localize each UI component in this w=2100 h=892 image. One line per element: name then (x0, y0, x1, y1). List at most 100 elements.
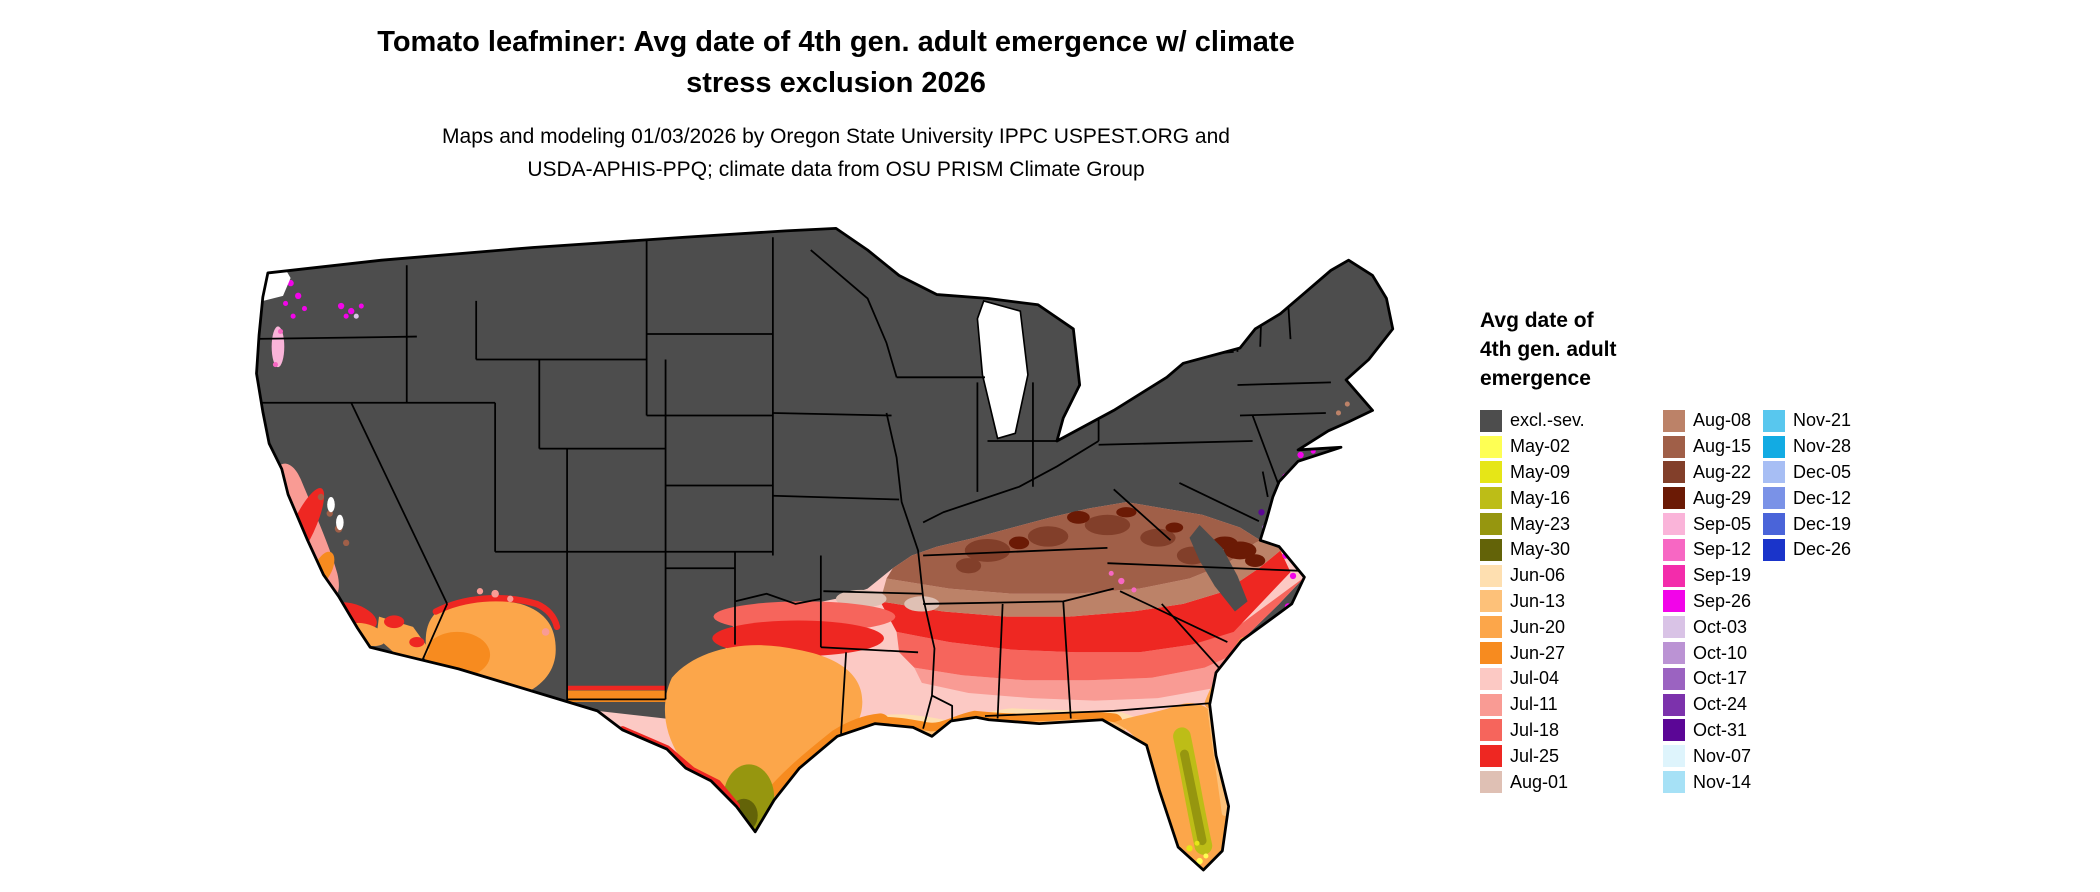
legend-swatch (1480, 409, 1502, 432)
legend-entry: Sep-05 (1663, 511, 1751, 537)
legend-entry: Sep-26 (1663, 589, 1751, 615)
legend-entry-label: May-23 (1510, 513, 1571, 534)
legend-entry-label: Nov-28 (1793, 436, 1852, 457)
legend-swatch (1763, 487, 1785, 510)
legend-entry: May-02 (1480, 434, 1585, 460)
legend-entry: Jul-11 (1480, 692, 1585, 718)
legend-column-3: Nov-21 Nov-28 Dec-05 Dec-12 Dec-19 Dec-26 (1763, 408, 1851, 563)
us-outline (255, 226, 1395, 872)
map-band-jul18 (896, 577, 1305, 681)
legend-entry-label: Sep-05 (1693, 513, 1752, 534)
legend-swatch (1663, 590, 1685, 613)
legend-entry: Jun-27 (1480, 640, 1585, 666)
legend-column-1: excl.-sev. May-02 May-09 May-16 May-23 May-30… (1480, 408, 1585, 795)
map-title: Tomato leafminer: Avg date of 4th gen. a… (230, 22, 1442, 104)
legend-entry: Jul-25 (1480, 743, 1585, 769)
legend-title-line3: emergence (1480, 367, 1591, 390)
legend-entry-label: Aug-29 (1693, 487, 1752, 508)
legend-swatch (1480, 719, 1502, 742)
map-band-jul25 (880, 550, 1291, 653)
map-puget-magenta-specks (283, 279, 364, 319)
legend-entry: Aug-15 (1663, 434, 1751, 460)
legend-swatch (1480, 564, 1502, 587)
legend-swatch (1480, 616, 1502, 639)
legend-entry: Oct-03 (1663, 614, 1751, 640)
map-band-jul11 (914, 657, 1228, 701)
legend-entry: Aug-01 (1480, 769, 1585, 795)
lake-michigan (976, 299, 1029, 440)
legend-entry-label: Sep-19 (1693, 565, 1752, 586)
legend-swatch (1663, 487, 1685, 510)
map-florida-spine-darkolive (1180, 749, 1207, 846)
legend-entry-label: excl.-sev. (1510, 410, 1585, 431)
map-pnw-pink-specks (272, 328, 284, 368)
map-delmarva-darkpurple-speck (1258, 509, 1265, 516)
legend-entry: May-09 (1480, 460, 1585, 486)
legend-entry-label: Jul-18 (1510, 719, 1560, 740)
legend-entry: Dec-26 (1763, 537, 1851, 563)
legend-swatch (1763, 538, 1785, 561)
us-map-svg (255, 226, 1395, 872)
legend-swatch (1480, 745, 1502, 768)
map-willamette-pink (271, 326, 285, 368)
legend-entry: Jun-06 (1480, 563, 1585, 589)
legend-entry: Jul-18 (1480, 718, 1585, 744)
state-borders (256, 237, 1331, 734)
legend-swatch (1663, 513, 1685, 536)
map-texas-orange (664, 645, 863, 818)
legend-entry: Oct-17 (1663, 666, 1751, 692)
legend-entry-label: Oct-17 (1693, 668, 1748, 689)
legend-swatch (1480, 538, 1502, 561)
legend-entry: Aug-08 (1663, 408, 1751, 434)
legend-swatch (1663, 461, 1685, 484)
legend-entry: Aug-22 (1663, 460, 1751, 486)
legend-entry-label: Aug-01 (1510, 771, 1569, 792)
legend-entry: excl.-sev. (1480, 408, 1585, 434)
map-california-coast-pink (260, 461, 278, 550)
legend-entry: Jul-04 (1480, 666, 1585, 692)
legend-entry-label: May-02 (1510, 436, 1571, 457)
map-fill-layers (256, 228, 1393, 870)
legend-entry-label: Oct-10 (1693, 642, 1748, 663)
legend-entry-label: Jul-25 (1510, 745, 1560, 766)
legend-entry: Nov-14 (1663, 769, 1751, 795)
legend-entry: May-16 (1480, 485, 1585, 511)
map-title-line1: Tomato leafminer: Avg date of 4th gen. a… (377, 26, 1295, 58)
legend-entry: May-30 (1480, 537, 1585, 563)
legend-entry-label: Jun-27 (1510, 642, 1566, 663)
legend-swatch (1663, 616, 1685, 639)
map-sfbay-purple-speck (274, 474, 280, 480)
legend-entry: Nov-07 (1663, 743, 1751, 769)
legend-swatch (1763, 435, 1785, 458)
legend-entry-label: Jul-04 (1510, 668, 1560, 689)
map-arizona-pink-specks (476, 588, 550, 636)
legend-entry-label: Sep-12 (1693, 539, 1752, 560)
legend-entry-label: Oct-31 (1693, 719, 1748, 740)
legend-entry-label: Jul-11 (1510, 694, 1558, 715)
map-subtitle-line1: Maps and modeling 01/03/2026 by Oregon S… (442, 125, 1230, 148)
map-legend: Avg date of 4th gen. adult emergence exc… (1480, 306, 2040, 808)
legend-swatch (1480, 435, 1502, 458)
legend-entry-label: May-30 (1510, 539, 1571, 560)
legend-entry-label: May-09 (1510, 461, 1571, 482)
legend-entry: Oct-24 (1663, 692, 1751, 718)
legend-swatch (1663, 693, 1685, 716)
map-newmexico-border-strip (567, 690, 666, 702)
legend-entry: Dec-05 (1763, 460, 1851, 486)
legend-entry-label: Nov-14 (1693, 771, 1752, 792)
legend-swatch (1480, 771, 1502, 794)
legend-swatch (1663, 771, 1685, 794)
map-blobs-aug22 (955, 514, 1208, 574)
legend-swatch (1763, 513, 1785, 536)
legend-swatch (1480, 667, 1502, 690)
map-delmarva-purple-speck (1270, 516, 1276, 522)
legend-entry: Nov-21 (1763, 408, 1851, 434)
legend-entry-label: Dec-19 (1793, 513, 1852, 534)
legend-swatch (1763, 409, 1785, 432)
legend-entry-label: Jun-13 (1510, 590, 1566, 611)
map-california-coast-magenta (256, 450, 284, 559)
map-blobs-aug29 (1008, 507, 1266, 568)
legend-entry-label: Aug-22 (1693, 461, 1752, 482)
map-arizona-red-fringe (432, 595, 561, 631)
legend-entry-label: May-16 (1510, 487, 1571, 508)
